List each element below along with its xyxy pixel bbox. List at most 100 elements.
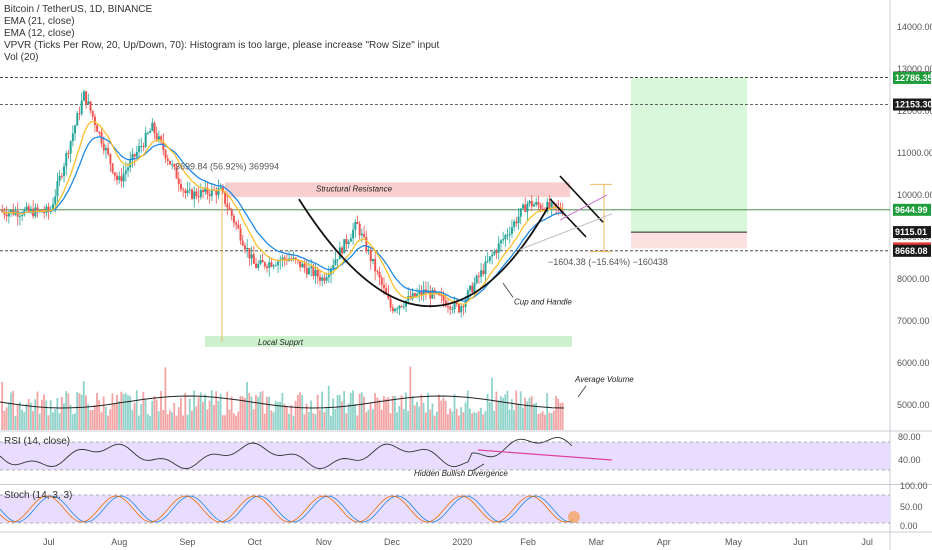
volume-bar	[394, 395, 396, 430]
volume-bar	[495, 391, 498, 430]
volume-bar	[85, 395, 87, 430]
candle-down	[1, 209, 4, 212]
volume-bar	[332, 398, 335, 430]
price-tag-label: 8668.08	[895, 246, 928, 256]
candle-down	[111, 163, 114, 173]
candle-down	[318, 276, 321, 281]
volume-bar	[151, 400, 154, 430]
candle-up	[250, 254, 253, 259]
volume-bar	[235, 415, 237, 430]
volume-bar	[60, 396, 63, 430]
candle-up	[157, 136, 160, 140]
candle-up	[52, 204, 55, 210]
candle-down	[495, 251, 498, 253]
candle-down	[120, 176, 123, 182]
candle-up	[29, 208, 32, 212]
volume-bar	[519, 391, 522, 430]
stoch-tick-label: 50.00	[900, 502, 923, 512]
volume-bar	[349, 392, 352, 430]
candle-down	[365, 236, 368, 252]
volume-bar	[387, 397, 390, 430]
candle-up	[402, 306, 405, 308]
volume-bar	[23, 412, 26, 430]
volume-bar	[80, 394, 83, 430]
candle-down	[5, 214, 8, 217]
candle-up	[416, 293, 419, 297]
rsi-band	[0, 442, 890, 470]
volume-bar	[246, 381, 248, 430]
volume-bar	[78, 393, 81, 430]
candle-down	[363, 233, 366, 237]
candle-up	[336, 259, 339, 261]
volume-bar	[268, 396, 271, 430]
y-tick-label: 14000.00	[897, 22, 932, 32]
volume-bar	[409, 366, 412, 430]
candle-up	[502, 239, 505, 241]
volume-bar	[374, 393, 376, 430]
price-tag	[893, 98, 931, 111]
candle-down	[85, 91, 88, 104]
x-tick-label: Jul	[861, 537, 873, 547]
volume-bar	[259, 392, 262, 430]
volume-bar	[555, 396, 557, 430]
volume-bar	[54, 409, 57, 430]
volume-bar	[323, 412, 326, 430]
candle-down	[166, 158, 169, 161]
candle-up	[453, 301, 456, 310]
candle-down	[235, 222, 238, 225]
volume-label[interactable]: Vol (20)	[4, 52, 39, 63]
volume-bar	[376, 397, 379, 430]
volume-bar	[58, 412, 61, 430]
volume-bar	[36, 391, 39, 430]
volume-bar	[1, 381, 4, 430]
candle-up	[272, 265, 275, 267]
stoch-label[interactable]: Stoch (14, 3, 3)	[4, 490, 73, 501]
candle-up	[144, 132, 147, 147]
volume-bar	[96, 393, 98, 430]
volume-bar	[330, 415, 332, 430]
volume-bar	[120, 391, 123, 430]
candle-down	[413, 293, 416, 297]
cup-handle-label: Cup and Handle	[514, 297, 572, 306]
candle-down	[420, 291, 423, 295]
volume-bar	[466, 390, 469, 430]
volume-bar	[444, 400, 447, 430]
volume-bar	[155, 399, 158, 430]
candle-down	[270, 262, 273, 267]
candle-up	[65, 153, 68, 167]
candle-up	[497, 243, 500, 253]
x-tick-label: Feb	[520, 537, 536, 547]
rsi-label[interactable]: RSI (14, close)	[4, 436, 71, 447]
volume-bar	[277, 402, 279, 430]
ema21-label[interactable]: EMA (21, close)	[4, 16, 75, 27]
candle-down	[294, 257, 297, 260]
candle-up	[398, 305, 401, 309]
trendline-gray	[519, 213, 613, 250]
candle-up	[460, 306, 463, 313]
candle-down	[305, 267, 308, 275]
candle-down	[182, 189, 185, 191]
volume-bar	[210, 390, 213, 430]
volume-bar	[321, 391, 323, 430]
candle-down	[208, 194, 211, 197]
hidden-divergence-arrow	[471, 463, 485, 472]
candle-down	[283, 257, 286, 260]
volume-bar	[464, 402, 467, 430]
candle-down	[457, 304, 460, 313]
volume-bar	[274, 400, 277, 430]
candle-down	[252, 254, 255, 264]
volume-bar	[325, 408, 328, 430]
vpvr-label[interactable]: VPVR (Ticks Per Row, 20, Up/Down, 70): H…	[4, 40, 440, 51]
x-tick-label: Nov	[316, 537, 333, 547]
candle-down	[515, 221, 518, 224]
ema12-label[interactable]: EMA (12, close)	[4, 28, 75, 39]
volume-bar	[354, 403, 357, 430]
volume-bar	[67, 393, 70, 430]
candle-up	[352, 229, 355, 239]
candle-up	[354, 221, 357, 230]
volume-bar	[506, 390, 509, 430]
x-tick-label: Aug	[111, 537, 127, 547]
volume-bar	[416, 402, 418, 430]
